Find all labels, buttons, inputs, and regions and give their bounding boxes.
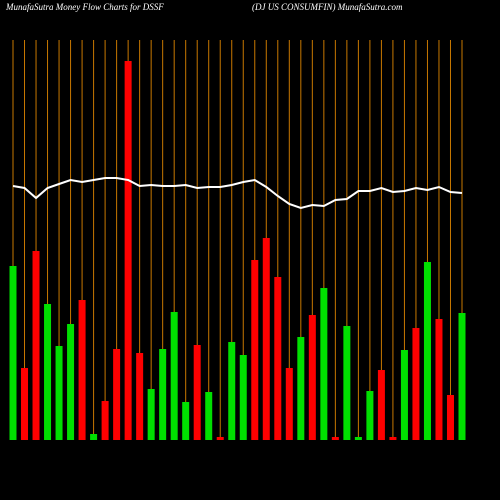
bar: [113, 349, 121, 440]
bar: [216, 437, 224, 440]
bar: [320, 288, 328, 440]
bar: [147, 389, 155, 440]
bar: [55, 346, 63, 440]
bar: [435, 319, 443, 440]
bar: [228, 342, 236, 440]
chart-subtitle: (DJ US CONSUMFIN) MunafaSutra.com: [252, 2, 403, 12]
bar: [446, 395, 454, 440]
bar: [9, 266, 17, 440]
bar: [274, 277, 282, 440]
chart-title: MunafaSutra Money Flow Charts for DSSF: [5, 2, 164, 12]
bar: [354, 437, 362, 440]
bar: [239, 355, 247, 440]
bar: [32, 251, 40, 440]
bar: [262, 238, 270, 440]
bar: [182, 402, 190, 440]
bar: [90, 434, 98, 440]
bar: [297, 337, 305, 440]
bar: [124, 61, 132, 440]
bar: [170, 312, 178, 440]
bar: [136, 353, 144, 440]
bar: [193, 345, 201, 440]
bar: [101, 401, 109, 440]
bar: [285, 368, 293, 440]
bar: [308, 315, 316, 440]
bar: [423, 262, 431, 440]
bar: [251, 260, 259, 440]
bar: [377, 370, 385, 440]
bar: [78, 300, 86, 440]
bar: [159, 349, 167, 440]
bar: [21, 368, 29, 440]
bar: [44, 304, 52, 440]
bar: [343, 326, 351, 440]
bar: [205, 392, 213, 440]
bar: [458, 313, 466, 440]
bar: [400, 350, 408, 440]
bar: [412, 328, 420, 440]
price-line: [12, 177, 463, 210]
bar: [67, 324, 75, 440]
bar: [331, 437, 339, 440]
bar: [389, 437, 397, 440]
bar: [366, 391, 374, 440]
